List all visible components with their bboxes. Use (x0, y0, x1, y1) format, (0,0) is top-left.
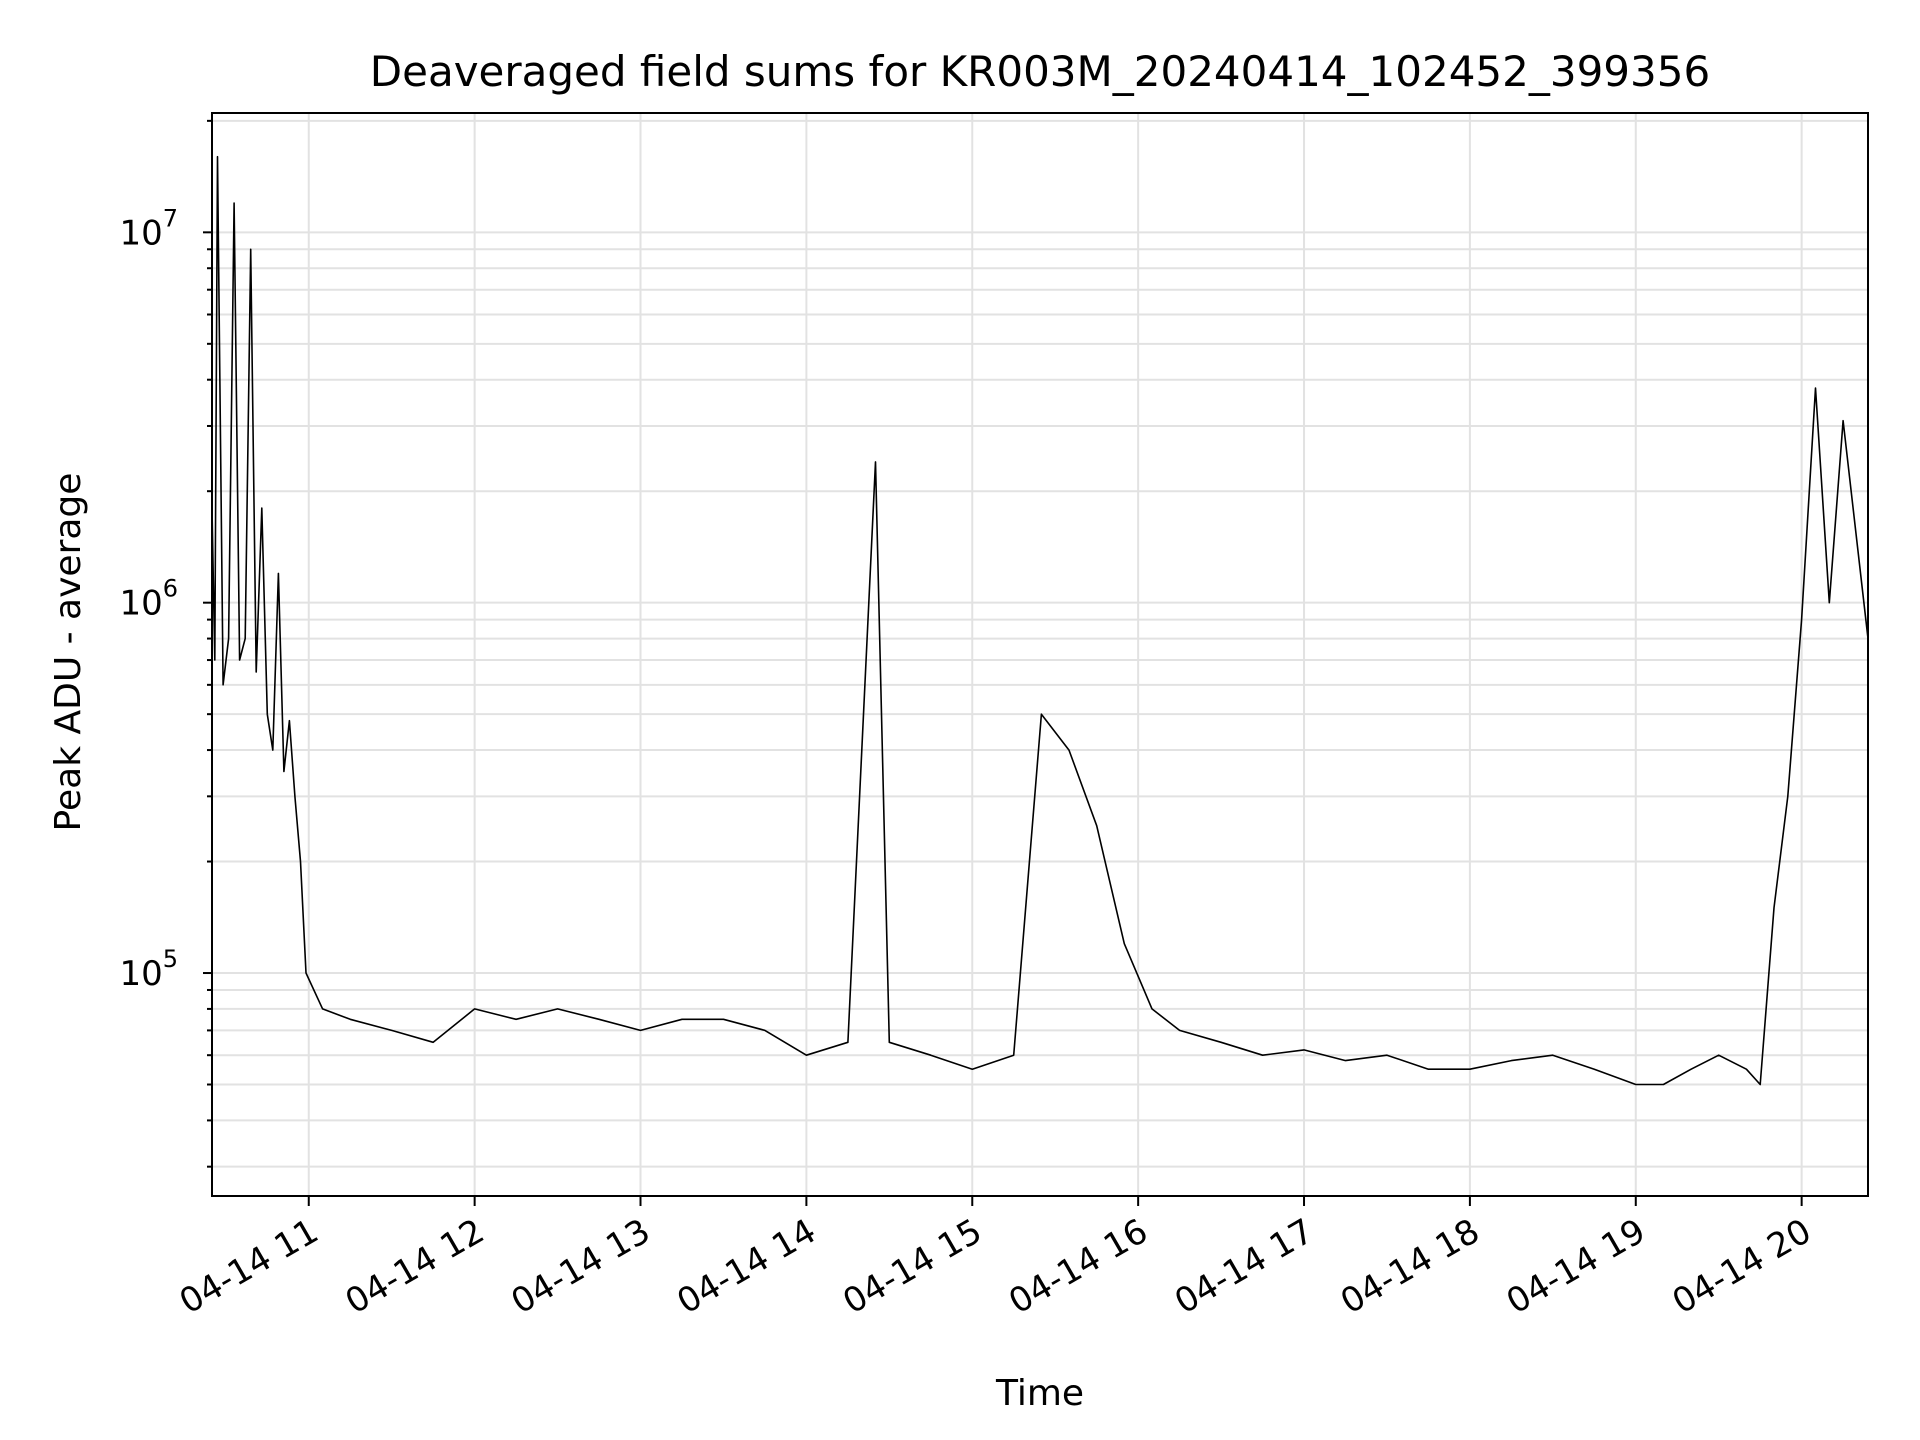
series-layer (211, 155, 1869, 1086)
x-axis-label: Time (995, 1373, 1084, 1414)
y-tick-label: 107 (119, 204, 178, 253)
y-axis-label: Peak ADU - average (48, 473, 89, 832)
grid (212, 113, 1868, 1196)
y-tick-label: 105 (119, 945, 178, 994)
chart-title: Deaveraged field sums for KR003M_2024041… (370, 47, 1710, 96)
plot-frame (211, 112, 1869, 1197)
y-tick-label: 106 (119, 575, 178, 624)
series-line (211, 155, 1869, 1086)
